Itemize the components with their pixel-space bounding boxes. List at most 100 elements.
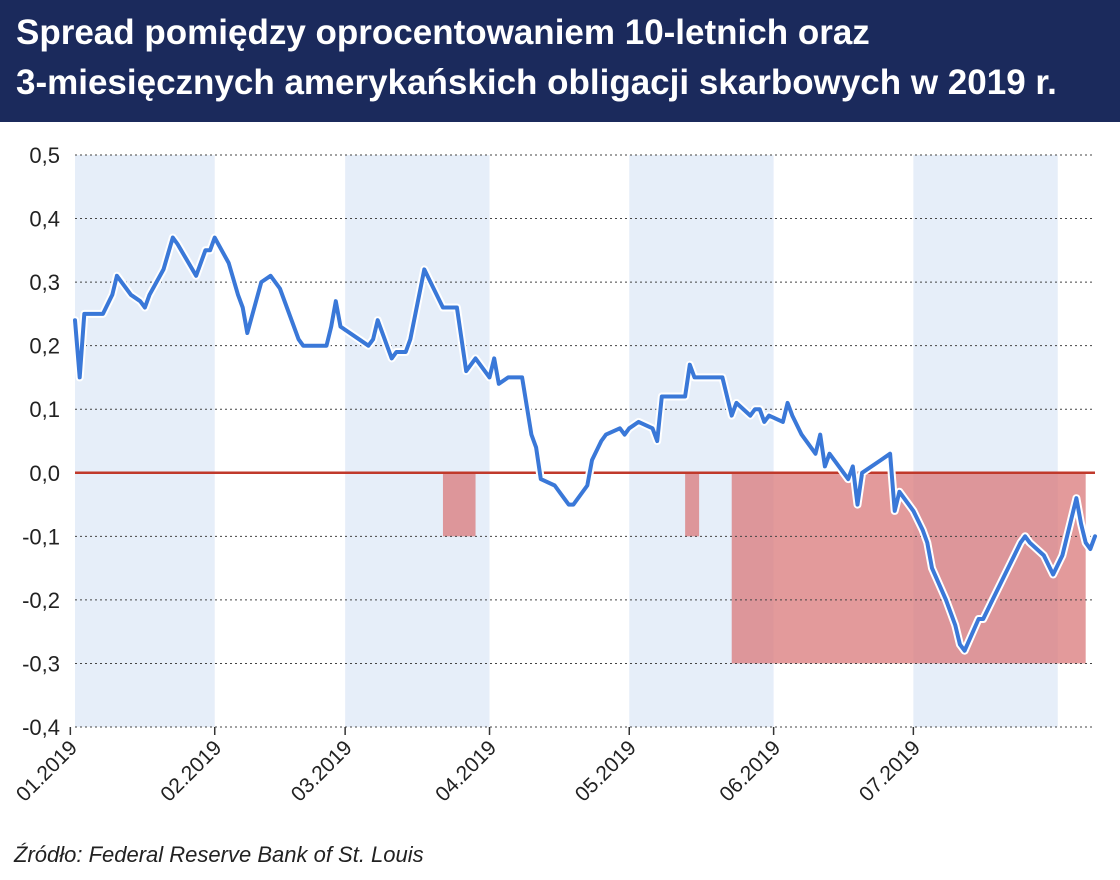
- data-point: [1074, 496, 1078, 500]
- data-point: [851, 464, 855, 469]
- data-point: [753, 407, 757, 411]
- data-point: [599, 439, 603, 443]
- data-point: [441, 305, 445, 310]
- data-point: [329, 325, 333, 329]
- data-point: [203, 248, 208, 252]
- y-tick-label: -0,1: [22, 524, 60, 549]
- data-point: [241, 305, 245, 310]
- data-point: [730, 413, 734, 418]
- data-point: [790, 413, 794, 418]
- data-point: [487, 375, 492, 380]
- data-point: [492, 356, 496, 360]
- data-point: [161, 267, 166, 271]
- data-point: [82, 312, 86, 316]
- data-point: [567, 502, 571, 507]
- x-tick-label: 06.2019: [715, 736, 785, 806]
- data-point: [171, 236, 175, 240]
- data-point: [660, 394, 664, 399]
- data-point: [147, 293, 152, 297]
- data-point: [944, 598, 948, 602]
- data-point: [827, 452, 832, 456]
- y-tick-label: 0,4: [29, 207, 60, 232]
- x-tick-label: 07.2019: [855, 736, 925, 806]
- month-band: [345, 155, 490, 727]
- data-point: [990, 598, 995, 602]
- spread-line-chart: -0,4 -0,3 -0,2 -0,1 0,0 0,1 0,2 0,3 0,4 0,5 01.20…: [12, 143, 1099, 806]
- y-tick-label: -0,4: [22, 715, 60, 740]
- data-point: [1009, 560, 1013, 564]
- data-point: [720, 375, 724, 380]
- data-point: [650, 426, 655, 430]
- data-point: [101, 312, 105, 316]
- data-point: [194, 274, 198, 278]
- data-point: [897, 490, 901, 494]
- data-point: [78, 375, 82, 380]
- y-tick-label: 0,1: [29, 397, 60, 422]
- x-tick-label: 02.2019: [156, 736, 226, 806]
- x-tick-label: 04.2019: [431, 736, 501, 806]
- data-point: [636, 420, 641, 424]
- data-point: [129, 293, 133, 297]
- data-point: [1023, 534, 1027, 538]
- data-point: [981, 617, 985, 621]
- data-point: [138, 299, 142, 303]
- data-point: [1079, 522, 1083, 526]
- data-point: [762, 420, 766, 424]
- negative-area: [442, 472, 476, 537]
- data-point: [357, 337, 361, 341]
- data-point: [259, 280, 263, 284]
- data-point: [702, 375, 706, 380]
- data-point: [683, 394, 687, 399]
- data-point: [832, 458, 836, 462]
- data-point: [781, 420, 785, 424]
- data-point: [962, 649, 967, 653]
- data-point: [734, 401, 738, 405]
- gridlines: [75, 154, 1095, 728]
- data-point: [911, 509, 915, 513]
- data-point: [539, 477, 543, 481]
- data-point: [296, 337, 301, 341]
- data-point: [627, 426, 631, 430]
- data-point: [110, 293, 114, 297]
- data-point: [534, 445, 538, 449]
- chart-header: Spread pomiędzy oprocentowaniem 10-letni…: [0, 0, 1120, 122]
- data-point: [390, 356, 394, 360]
- data-point: [1028, 541, 1032, 545]
- data-point: [245, 331, 249, 335]
- data-point: [976, 617, 981, 621]
- data-point: [310, 344, 315, 348]
- data-point: [143, 305, 147, 310]
- data-point: [786, 401, 790, 405]
- data-point: [376, 318, 380, 322]
- data-point: [269, 274, 273, 278]
- data-point: [473, 356, 478, 360]
- data-point: [879, 458, 883, 462]
- data-point: [748, 413, 752, 418]
- data-point: [301, 344, 305, 348]
- data-point: [227, 261, 231, 265]
- data-point: [73, 318, 77, 322]
- data-point: [925, 541, 929, 545]
- data-point: [408, 337, 412, 341]
- y-tick-label: 0,0: [29, 461, 60, 486]
- data-point: [893, 509, 897, 513]
- data-point: [669, 394, 673, 399]
- negative-area: [685, 472, 700, 537]
- data-point: [520, 375, 524, 380]
- data-point: [655, 439, 659, 443]
- data-point: [553, 483, 557, 488]
- data-point: [506, 375, 510, 380]
- data-point: [497, 382, 501, 386]
- data-point: [96, 312, 100, 316]
- data-point: [692, 375, 697, 380]
- data-point: [758, 407, 762, 411]
- data-point: [585, 483, 589, 488]
- y-tick-label: -0,2: [22, 588, 60, 613]
- data-point: [455, 305, 459, 310]
- x-tick-label: 01.2019: [12, 736, 82, 806]
- data-point: [115, 274, 119, 278]
- series-line-layer: [71, 233, 1099, 655]
- negative-areas: [442, 472, 1086, 664]
- data-point: [1060, 553, 1064, 557]
- data-point: [404, 350, 408, 354]
